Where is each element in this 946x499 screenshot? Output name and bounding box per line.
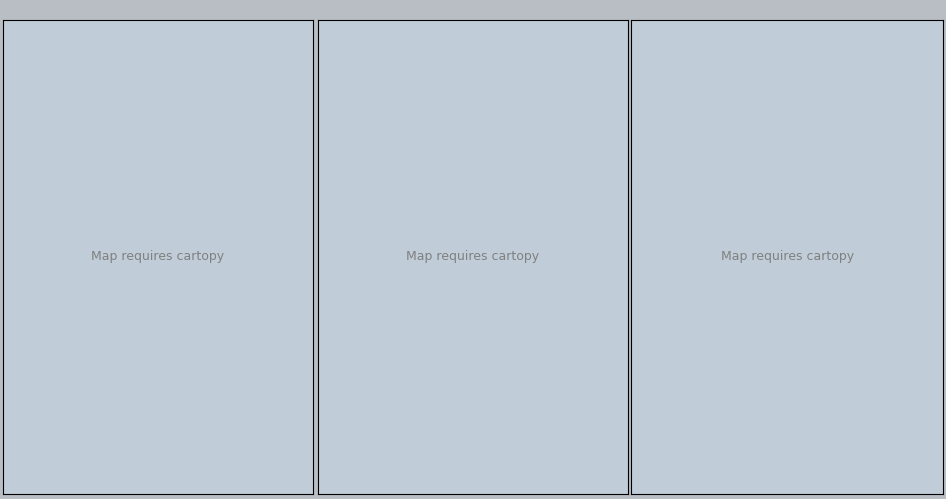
Text: Map requires cartopy: Map requires cartopy xyxy=(721,250,853,263)
Text: Map requires cartopy: Map requires cartopy xyxy=(92,250,224,263)
Text: Map requires cartopy: Map requires cartopy xyxy=(407,250,539,263)
